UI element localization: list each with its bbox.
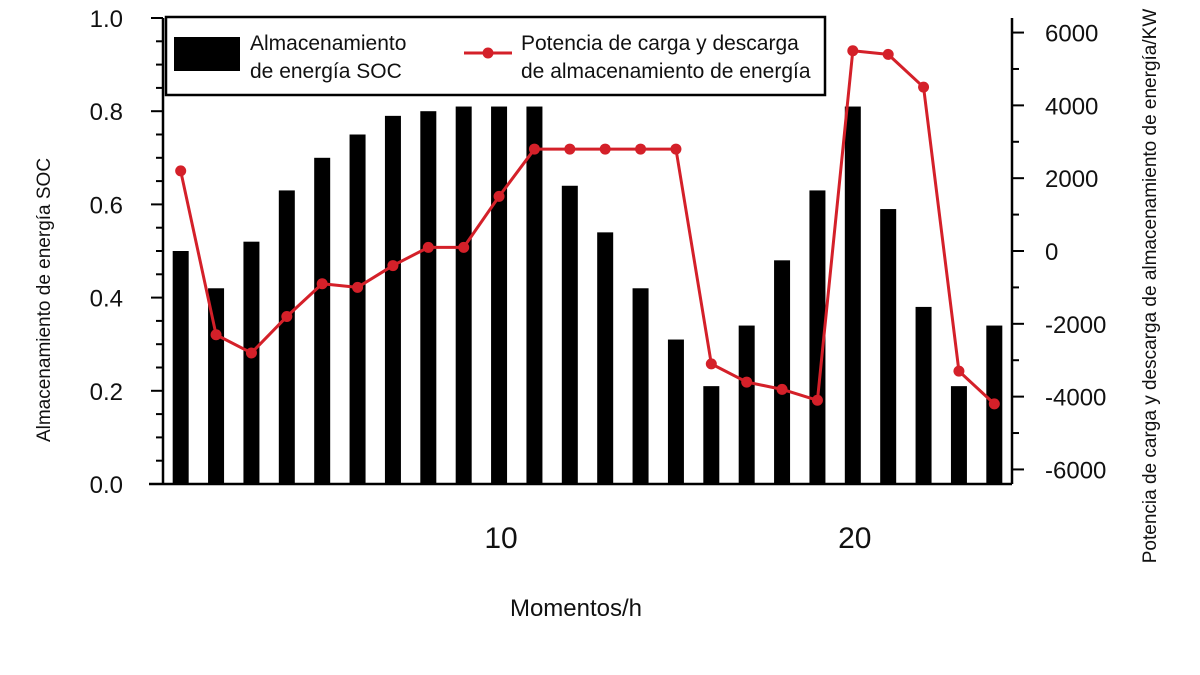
soc-bar xyxy=(420,111,437,484)
soc-bar xyxy=(880,209,897,484)
legend-line-label-line1: Potencia de carga y descarga xyxy=(521,32,799,55)
soc-bar xyxy=(278,190,295,485)
soc-bar xyxy=(526,106,543,484)
legend-line-label-line2: de almacenamiento de energía xyxy=(521,60,811,83)
power-point xyxy=(493,190,505,202)
soc-bar xyxy=(208,288,225,484)
y-right-tick-label: 6000 xyxy=(1045,21,1098,48)
y-right-tick-label: 4000 xyxy=(1045,93,1098,120)
soc-bar xyxy=(809,190,826,485)
legend-bar-label-line2: de energía SOC xyxy=(250,60,402,83)
soc-bar xyxy=(455,106,472,484)
y-right-tick-label: 2000 xyxy=(1045,166,1098,193)
line-layer xyxy=(175,45,1000,410)
soc-bar xyxy=(915,306,932,484)
power-point xyxy=(670,143,682,155)
soc-bar xyxy=(844,106,861,484)
power-point xyxy=(210,329,222,341)
soc-bar xyxy=(667,339,684,484)
y-left-tick-label: 0.6 xyxy=(90,192,123,219)
x-tick-label: 20 xyxy=(838,522,871,555)
power-point xyxy=(635,143,647,155)
x-axis-label: Momentos/h xyxy=(510,595,642,622)
legend-line-marker xyxy=(482,47,494,59)
bars-layer xyxy=(172,106,1003,485)
power-point xyxy=(422,241,434,253)
power-point xyxy=(599,143,611,155)
power-point xyxy=(811,394,823,406)
soc-bar xyxy=(349,134,366,484)
y-left-tick-label: 0.0 xyxy=(90,472,123,499)
y-axis-left-label: Almacenamiento de energía SOC xyxy=(34,158,55,442)
power-point xyxy=(528,143,540,155)
y-right-tick-label: 0 xyxy=(1045,239,1058,266)
soc-bar xyxy=(172,251,189,484)
y-left-tick-label: 0.4 xyxy=(90,286,123,313)
y-left-tick-label: 1.0 xyxy=(90,6,123,33)
power-point xyxy=(882,48,894,60)
power-point xyxy=(564,143,576,155)
soc-bar xyxy=(738,325,755,484)
legend-box xyxy=(164,15,827,97)
soc-bar xyxy=(243,241,260,484)
soc-bar xyxy=(632,288,649,484)
power-line xyxy=(179,49,996,406)
legend-bar-label-line1: Almacenamiento xyxy=(250,32,406,55)
soc-bar xyxy=(597,232,614,484)
power-point xyxy=(776,383,788,395)
power-point xyxy=(847,45,859,57)
power-point xyxy=(988,398,1000,410)
y-right-tick-label: -4000 xyxy=(1045,385,1106,412)
legend-bar-swatch xyxy=(174,37,240,71)
y-left-tick-label: 0.2 xyxy=(90,379,123,406)
ticks-layer: 0.0 0.2 0.4 0.6 0.8 1.0 -6000 -4000 -2000 0 2000 40… xyxy=(90,6,1107,555)
power-point xyxy=(281,311,293,323)
power-point xyxy=(316,278,328,290)
power-point xyxy=(953,365,965,377)
power-point xyxy=(705,358,717,370)
soc-bar xyxy=(314,157,331,485)
soc-bar xyxy=(384,115,401,485)
x-tick-label: 10 xyxy=(484,522,517,555)
y-axis-right-label: Potencia de carga y descarga de almacena… xyxy=(1140,9,1161,564)
y-right-tick-label: -6000 xyxy=(1045,457,1106,484)
power-point xyxy=(741,376,753,388)
power-point xyxy=(352,281,364,293)
soc-bar xyxy=(950,386,967,484)
legend: Almacenamiento de energía SOC Potencia d… xyxy=(164,15,827,97)
y-right-tick-label: -2000 xyxy=(1045,312,1106,339)
power-point xyxy=(245,347,257,359)
soc-bar xyxy=(774,260,791,484)
y-left-tick-label: 0.8 xyxy=(90,99,123,126)
power-point xyxy=(458,241,470,253)
soc-bar xyxy=(491,106,508,484)
soc-bar xyxy=(561,185,578,484)
soc-bar xyxy=(703,386,720,484)
power-point xyxy=(918,81,930,93)
power-point xyxy=(175,165,187,177)
power-point xyxy=(387,260,399,272)
